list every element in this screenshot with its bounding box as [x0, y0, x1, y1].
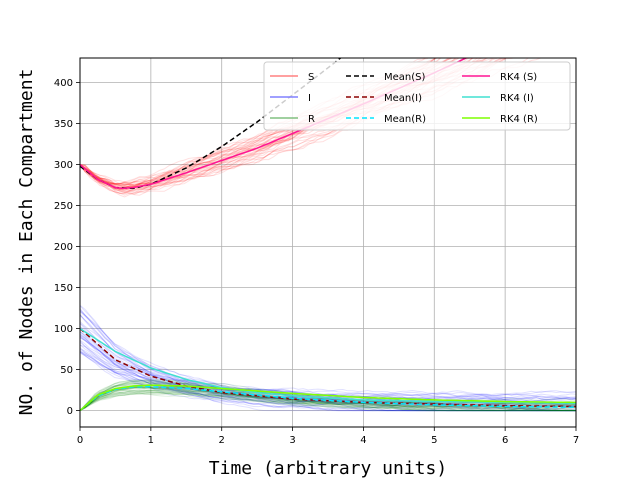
stochastic-run-R: [80, 389, 576, 412]
x-tick-label: 3: [289, 435, 295, 446]
x-tick-label: 4: [360, 435, 366, 446]
stochastic-run-I: [80, 337, 576, 407]
y-axis-label: NO. of Nodes in Each Compartment: [16, 69, 37, 416]
stochastic-run-S: [80, 58, 488, 190]
series-line-mean-r-: [80, 386, 576, 412]
stochastic-run-R: [80, 386, 576, 411]
x-axis-label: Time (arbitrary units): [209, 458, 447, 479]
stochastic-run-S: [80, 58, 476, 195]
stochastic-run-I: [80, 333, 576, 402]
y-tick-label: 400: [54, 78, 73, 89]
stochastic-run-R: [80, 391, 576, 412]
stochastic-run-R: [80, 382, 576, 412]
stochastic-run-R: [80, 381, 576, 412]
stochastic-run-R: [80, 388, 576, 412]
axis-ticks: 0 1 2 3 4 5 6 7 0 50 100 150 200 250 300 350 400: [54, 78, 579, 446]
stochastic-run-S: [80, 58, 475, 196]
legend: SIR Mean(S) Mean(I) Mean(R) RK4 (S) RK4 (I) RK…: [263, 61, 571, 131]
y-tick-label: 150: [54, 283, 73, 294]
legend-label: R: [308, 114, 315, 125]
stochastic-run-I: [80, 335, 576, 412]
y-tick-label: 350: [54, 119, 73, 130]
stochastic-run-I: [80, 309, 576, 400]
x-tick-label: 6: [502, 435, 508, 446]
stochastic-run-R: [80, 381, 576, 411]
x-tick-label: 0: [77, 435, 83, 446]
stochastic-run-R: [80, 389, 576, 411]
stochastic-run-I: [80, 344, 576, 412]
legend-label: I: [308, 93, 311, 104]
stochastic-run-I: [80, 309, 576, 397]
stochastic-run-I: [80, 347, 576, 412]
legend-label: Mean(R): [384, 114, 426, 125]
plot-frame: [79, 57, 577, 428]
x-tick-label: 5: [431, 435, 437, 446]
legend-label: S: [308, 72, 314, 83]
stochastic-run-I: [80, 340, 576, 411]
stochastic-run-R: [80, 392, 576, 412]
stochastic-run-R: [80, 386, 576, 411]
legend-label: Mean(S): [384, 72, 425, 83]
y-tick-label: 50: [60, 365, 73, 376]
stochastic-run-I: [80, 348, 576, 411]
legend-box: [263, 61, 571, 131]
stochastic-run-I: [80, 351, 576, 412]
stochastic-run-I: [80, 304, 576, 405]
legend-label: Mean(I): [384, 93, 422, 104]
x-tick-label: 2: [219, 435, 225, 446]
stochastic-run-R: [80, 392, 576, 412]
x-tick-label: 1: [148, 435, 154, 446]
stochastic-run-R: [80, 382, 576, 412]
series-line-rk4-i-: [80, 327, 576, 404]
stochastic-run-R: [80, 386, 576, 412]
stochastic-run-I: [80, 308, 576, 412]
stochastic-run-I: [80, 314, 576, 412]
stochastic-run-R: [80, 389, 576, 412]
stochastic-run-I: [80, 326, 576, 408]
y-tick-label: 250: [54, 201, 73, 212]
y-tick-label: 300: [54, 160, 73, 171]
y-tick-label: 200: [54, 242, 73, 253]
series-line-rk4-r-: [80, 384, 576, 412]
stochastic-run-R: [80, 386, 576, 411]
y-tick-label: 0: [67, 406, 73, 417]
stochastic-run-R: [80, 384, 576, 412]
series-line-mean-i-: [80, 328, 576, 408]
stochastic-run-I: [80, 333, 576, 412]
stochastic-run-R: [80, 393, 576, 412]
legend-label: RK4 (I): [500, 93, 534, 104]
x-tick-label: 7: [573, 435, 579, 446]
legend-label: RK4 (S): [500, 72, 537, 83]
stochastic-run-I: [80, 339, 576, 412]
legend-label: RK4 (R): [500, 114, 538, 125]
y-tick-label: 100: [54, 324, 73, 335]
stochastic-run-I: [80, 331, 576, 400]
